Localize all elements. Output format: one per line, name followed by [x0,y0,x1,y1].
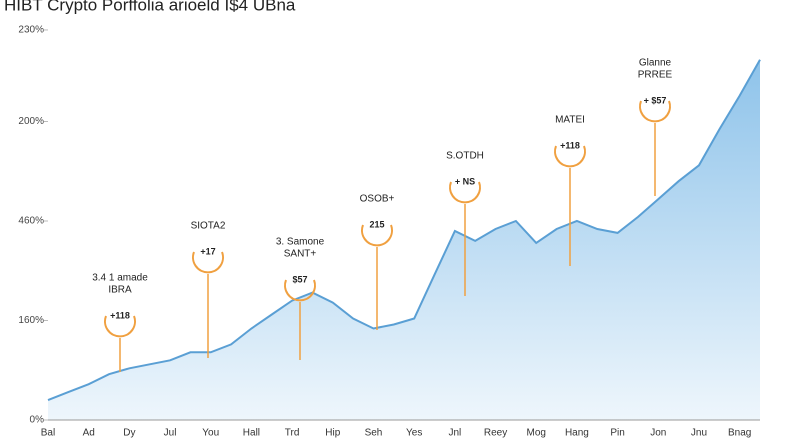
x-tick-label: Jon [650,428,666,439]
chart-title: HIBT Crypto Porffolia arioeld I$4 UBna [4,0,296,14]
x-tick-label: Jul [164,428,177,439]
annotation-text: 3.4 1 amade [92,273,148,284]
x-tick-label: Hall [243,428,260,439]
annotation-ring [449,181,481,204]
x-tick-label: Hip [325,428,340,439]
annotation-value: +118 [560,140,580,150]
x-tick-label: Seh [365,428,383,439]
annotation-value: +17 [200,246,215,256]
annotation-text: MATEI [555,115,585,126]
x-tick-label: You [202,428,219,439]
annotation-text: OSOB+ [360,194,395,205]
y-tick-label: 200% [18,116,44,127]
annotation: +17 SIOTA2 [191,221,226,358]
annotation-text: 3. Samone [276,237,325,248]
annotation: 215 OSOB+ [360,194,395,330]
x-tick-label: Dy [123,428,135,439]
y-tick-label: 460% [18,216,44,227]
x-tick-label: Mog [527,428,546,439]
annotation: +118 MATEI [554,115,586,266]
annotation-value: 215 [369,219,384,229]
x-tick-label: Pin [610,428,624,439]
annotation-ring [104,315,136,338]
y-tick-label: 160% [18,315,44,326]
annotation-ring [192,251,224,274]
y-tick-label: 0% [30,415,45,426]
annotation-ring [284,279,316,302]
area-line [47,59,761,402]
annotation-ring [554,145,586,168]
x-tick-label: Ad [83,428,95,439]
annotation-value: + $57 [644,95,667,105]
x-tick-label: Reey [484,428,507,439]
annotation-ring [639,100,671,123]
annotation-text: S.OTDH [446,151,484,162]
x-tick-label: Jnu [691,428,707,439]
annotation-text: IBRA [108,285,132,296]
annotation-text: PRREE [638,70,673,81]
annotation: + NS S.OTDH [446,151,484,296]
annotation-text: SANT+ [284,249,317,260]
x-tick-label: Trd [285,428,300,439]
annotation-value: $57 [292,274,307,284]
annotation-ring [361,224,393,247]
annotation-text: Glanne [639,58,672,69]
x-tick-label: Yes [406,428,422,439]
annotation-text: SIOTA2 [191,221,226,232]
x-tick-label: Bnag [728,428,751,439]
annotation-value: + NS [455,176,475,186]
x-tick-label: Jnl [448,428,461,439]
annotation-value: +118 [110,310,130,320]
y-tick-label: 230% [18,25,44,36]
x-tick-label: Hang [565,428,589,439]
area-fill [48,59,760,421]
x-tick-label: Bal [41,428,55,439]
